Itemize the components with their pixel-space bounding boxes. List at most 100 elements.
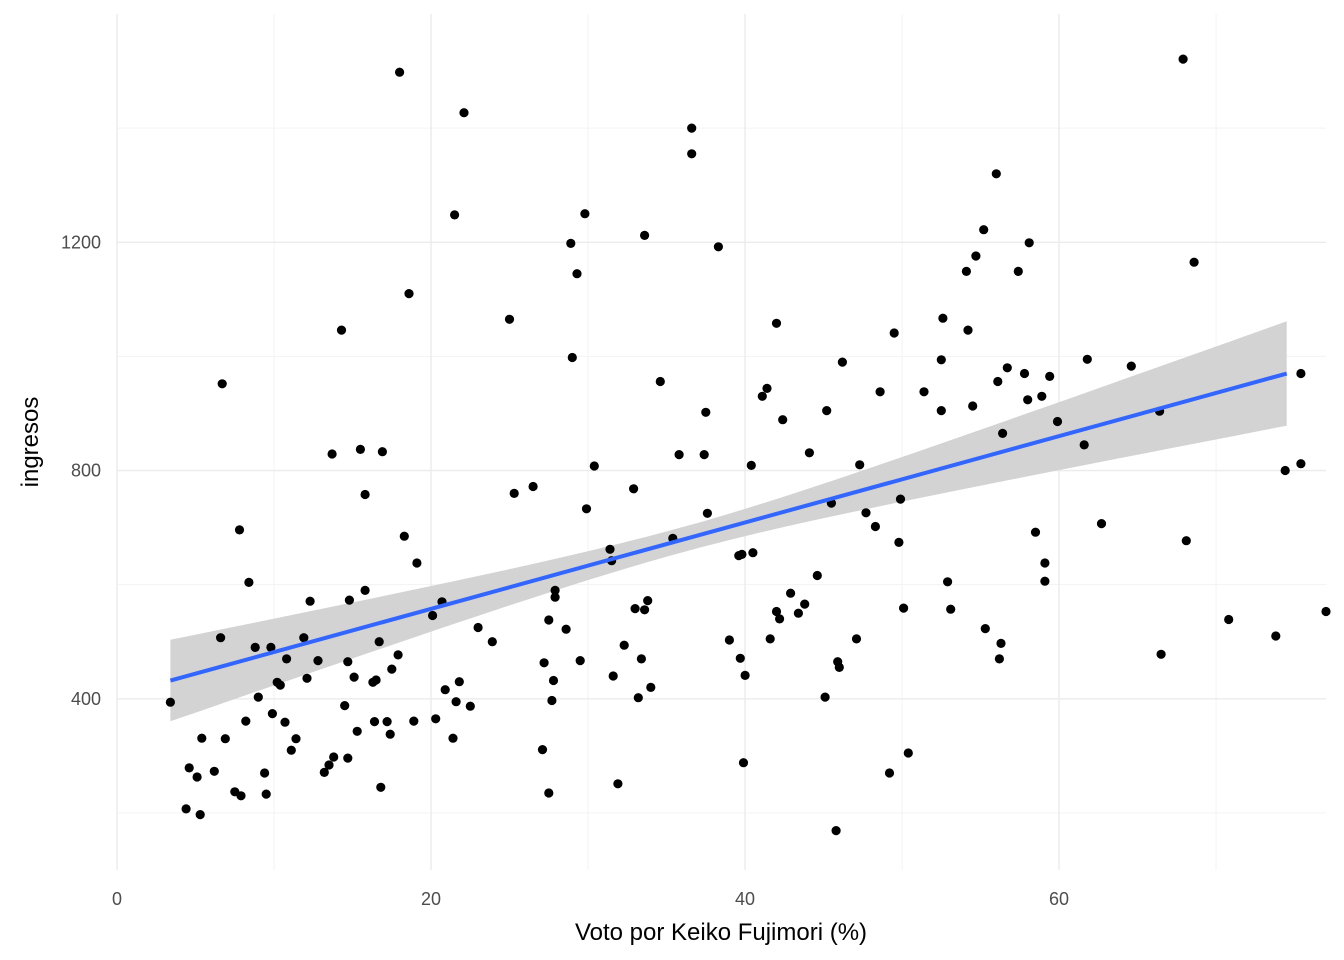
data-point	[319, 767, 329, 778]
data-point	[299, 633, 309, 643]
data-point	[748, 548, 758, 558]
data-point	[998, 428, 1008, 438]
data-point	[431, 714, 441, 724]
data-point	[355, 444, 365, 454]
data-point	[1296, 368, 1306, 379]
data-point	[605, 544, 615, 554]
data-point	[581, 504, 592, 514]
data-point	[260, 768, 270, 778]
data-point	[1040, 558, 1050, 568]
data-point	[454, 677, 464, 687]
data-point	[286, 745, 296, 755]
data-point	[822, 406, 832, 416]
data-point	[713, 242, 724, 252]
data-point	[735, 653, 745, 663]
data-point	[1126, 361, 1136, 371]
data-point	[899, 603, 909, 613]
data-point	[399, 531, 409, 541]
data-point	[1271, 631, 1281, 641]
data-point	[980, 624, 990, 634]
data-point	[572, 269, 582, 279]
data-point	[884, 768, 895, 778]
data-point	[740, 670, 750, 681]
data-point	[195, 810, 205, 820]
data-point	[382, 717, 392, 727]
data-point	[643, 596, 653, 606]
y-tick-label: 800	[71, 461, 101, 481]
data-point	[1040, 576, 1050, 586]
data-point	[234, 525, 245, 535]
x-axis-title: Voto por Keiko Fujimori (%)	[575, 919, 867, 946]
data-point	[1189, 257, 1199, 267]
data-point	[993, 376, 1003, 387]
data-point	[996, 638, 1006, 649]
data-point	[831, 826, 841, 836]
data-point	[566, 238, 576, 248]
data-point	[800, 599, 810, 609]
data-point	[903, 748, 913, 758]
data-point	[1079, 440, 1089, 450]
data-point	[895, 494, 906, 504]
data-point	[1019, 368, 1030, 379]
data-point	[851, 634, 862, 644]
data-point	[567, 352, 577, 363]
data-point	[344, 595, 354, 605]
data-point	[674, 450, 684, 460]
data-point	[275, 680, 285, 690]
data-point	[393, 650, 403, 660]
data-point	[646, 682, 656, 693]
data-point	[236, 791, 246, 801]
data-point	[528, 481, 538, 492]
data-point	[197, 733, 207, 743]
data-point	[376, 782, 386, 792]
data-point	[1023, 395, 1033, 405]
data-point	[580, 209, 590, 219]
data-point	[936, 406, 946, 416]
x-axis-tick-labels: 0 20 40 60	[112, 889, 1069, 909]
data-point	[165, 697, 175, 707]
data-point	[291, 734, 301, 744]
data-point	[855, 460, 865, 470]
major-gridlines	[116, 14, 1326, 870]
data-point	[699, 450, 709, 460]
data-point	[633, 693, 643, 703]
data-point	[192, 772, 202, 782]
data-point	[837, 357, 848, 367]
data-point	[1296, 459, 1306, 469]
confidence-band	[170, 321, 1287, 722]
data-point	[241, 716, 251, 726]
data-point	[1280, 465, 1290, 476]
data-point	[936, 355, 946, 365]
data-point	[1052, 416, 1063, 427]
data-point	[961, 266, 972, 276]
data-point	[630, 604, 640, 614]
data-point	[428, 610, 438, 621]
data-point	[336, 325, 347, 335]
data-point	[608, 671, 618, 681]
data-point	[395, 67, 405, 77]
data-point	[343, 657, 353, 667]
data-point	[636, 654, 647, 664]
data-point	[550, 585, 560, 596]
data-point	[875, 387, 885, 397]
data-point	[1024, 238, 1034, 248]
data-point	[451, 697, 461, 707]
data-point	[762, 383, 772, 393]
data-point	[575, 656, 585, 666]
data-point	[1045, 371, 1055, 381]
x-tick-label: 40	[735, 889, 755, 909]
data-point	[738, 758, 749, 768]
data-point	[181, 804, 191, 814]
data-point	[504, 314, 515, 324]
data-point	[589, 461, 599, 471]
data-point	[943, 577, 953, 587]
data-point	[919, 387, 929, 397]
data-point	[305, 596, 315, 606]
data-point	[387, 664, 397, 674]
data-point	[820, 692, 830, 702]
y-tick-label: 400	[71, 689, 101, 709]
data-point	[701, 407, 711, 417]
data-point	[539, 658, 549, 668]
data-point	[702, 508, 713, 518]
